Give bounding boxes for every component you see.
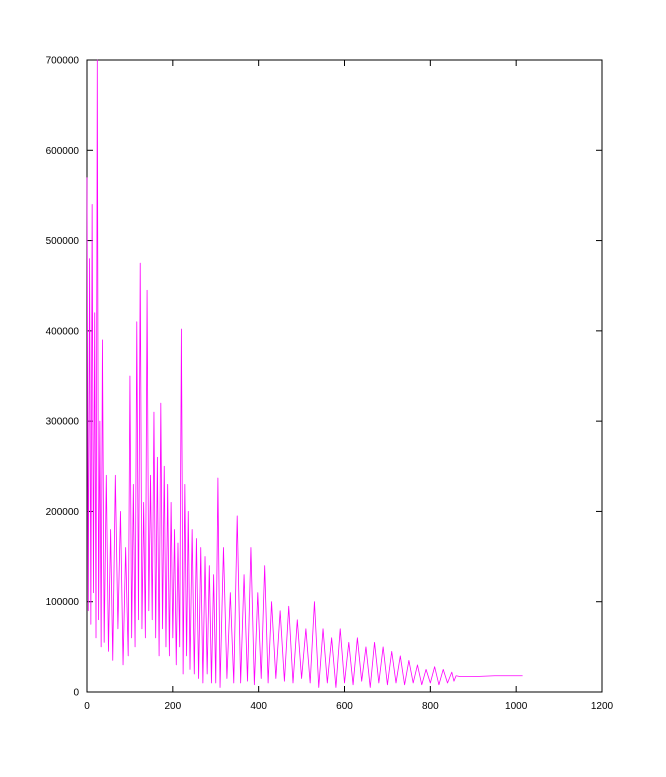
x-tick-label: 800: [422, 701, 439, 712]
y-tick-label: 500000: [46, 236, 80, 247]
x-tick-label: 0: [84, 701, 90, 712]
y-tick-label: 400000: [46, 326, 80, 337]
y-tick-label: 0: [73, 688, 79, 699]
y-tick-label: 600000: [46, 146, 80, 157]
x-tick-label: 1000: [505, 701, 528, 712]
y-tick-label: 700000: [46, 56, 80, 67]
y-tick-label: 100000: [46, 597, 80, 608]
y-tick-label: 200000: [46, 507, 80, 518]
x-tick-label: 1200: [591, 701, 614, 712]
x-tick-label: 400: [250, 701, 267, 712]
y-tick-label: 300000: [46, 417, 80, 428]
y-axis-ticks: 0 100000 200000 300000 400000 500000 600000 700…: [46, 56, 602, 699]
x-axis-ticks: 0 200 400 600 800 1000 1200: [84, 60, 614, 712]
series-line: [86, 59, 523, 688]
x-tick-label: 600: [336, 701, 353, 712]
plot-frame: [86, 59, 603, 693]
x-tick-label: 200: [164, 701, 181, 712]
